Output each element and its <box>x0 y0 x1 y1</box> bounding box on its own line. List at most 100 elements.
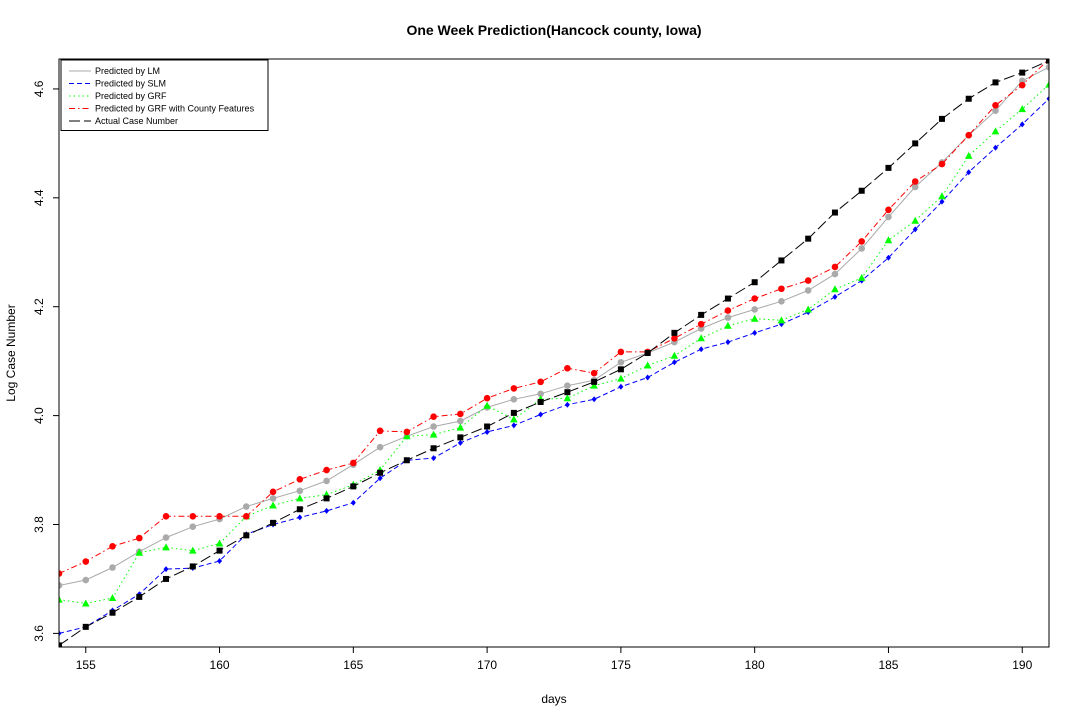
data-point <box>81 599 90 607</box>
y-tick-label: 4.4 <box>32 189 46 206</box>
data-point <box>618 383 624 390</box>
data-point <box>243 532 250 539</box>
data-point <box>350 483 357 490</box>
data-point <box>670 351 679 359</box>
data-point <box>163 566 169 573</box>
data-point <box>778 257 785 264</box>
data-point <box>912 226 918 233</box>
data-point <box>1018 81 1026 89</box>
chart-title: One Week Prediction(Hancock county, Iowa… <box>406 22 701 38</box>
y-axis-title: Log Case Number <box>4 304 18 401</box>
data-point <box>510 395 518 403</box>
data-point <box>964 151 973 159</box>
legend: Predicted by LM Predicted by SLM Predicted… <box>60 59 269 131</box>
data-point <box>617 366 624 373</box>
x-tick-label: 160 <box>210 658 230 672</box>
data-point <box>323 466 330 474</box>
x-tick-label: 185 <box>878 658 898 672</box>
data-point <box>403 428 411 436</box>
data-point <box>537 378 544 386</box>
data-point <box>324 507 330 514</box>
data-point <box>804 277 812 284</box>
data-point <box>617 358 625 366</box>
x-tick-label: 170 <box>477 658 497 672</box>
data-point <box>484 423 491 430</box>
data-point <box>59 630 62 637</box>
data-point <box>644 350 651 356</box>
data-point <box>885 164 892 171</box>
data-point <box>965 95 972 102</box>
x-tick-label: 155 <box>76 658 96 672</box>
data-point <box>108 594 117 601</box>
data-point <box>188 546 197 554</box>
data-point <box>269 501 277 509</box>
data-point <box>857 273 866 281</box>
data-point <box>215 539 224 547</box>
data-point <box>564 364 571 372</box>
data-point <box>1019 69 1026 76</box>
data-point <box>698 346 704 353</box>
data-point <box>938 192 946 200</box>
data-point <box>510 415 518 423</box>
data-point <box>457 439 463 446</box>
data-point <box>350 459 357 467</box>
data-point <box>323 477 330 485</box>
data-point <box>751 279 758 286</box>
data-point <box>457 417 464 425</box>
data-point <box>269 495 277 502</box>
data-point <box>510 385 518 392</box>
data-point <box>189 513 197 520</box>
data-point <box>911 183 919 191</box>
data-point <box>992 79 999 86</box>
data-point <box>457 434 464 441</box>
data-point <box>777 316 786 324</box>
data-point <box>804 305 812 313</box>
y-tick-label: 4.0 <box>32 407 46 424</box>
data-point <box>511 422 517 429</box>
data-point <box>671 335 678 342</box>
x-tick-label: 175 <box>611 658 631 672</box>
data-point <box>966 169 972 176</box>
data-point <box>752 329 758 336</box>
series-0 <box>59 63 1049 589</box>
data-point <box>456 423 465 431</box>
data-point <box>430 445 437 452</box>
data-point <box>697 334 705 342</box>
series-line <box>59 59 1049 574</box>
data-point <box>403 432 411 440</box>
data-point <box>189 523 197 530</box>
data-point <box>136 593 143 600</box>
x-tick-label: 165 <box>343 658 363 672</box>
data-point <box>162 543 170 551</box>
data-point <box>778 285 785 293</box>
data-point <box>992 107 999 115</box>
data-point <box>189 563 196 570</box>
data-point <box>751 295 758 302</box>
data-point <box>377 469 384 476</box>
y-tick-label: 3.8 <box>32 516 46 533</box>
data-point <box>109 542 116 550</box>
data-point <box>938 115 945 122</box>
data-point <box>858 238 866 245</box>
data-point <box>590 381 598 389</box>
data-point <box>831 209 838 216</box>
series-1 <box>59 95 1049 637</box>
legend-box <box>60 59 269 131</box>
data-point <box>911 216 920 224</box>
data-point <box>698 311 705 318</box>
data-point <box>350 499 356 506</box>
data-point <box>591 396 597 403</box>
data-point <box>750 314 759 322</box>
y-tick-label: 4.2 <box>32 298 46 315</box>
data-point <box>59 582 63 589</box>
data-point <box>1045 80 1049 88</box>
data-point <box>724 321 732 329</box>
data-point <box>1018 105 1027 113</box>
y-tick-label: 4.6 <box>32 80 46 97</box>
plot-frame <box>58 58 1050 648</box>
data-point <box>725 339 731 346</box>
y-tick-label: 3.6 <box>32 625 46 642</box>
data-point <box>590 369 598 377</box>
data-point <box>912 140 919 147</box>
